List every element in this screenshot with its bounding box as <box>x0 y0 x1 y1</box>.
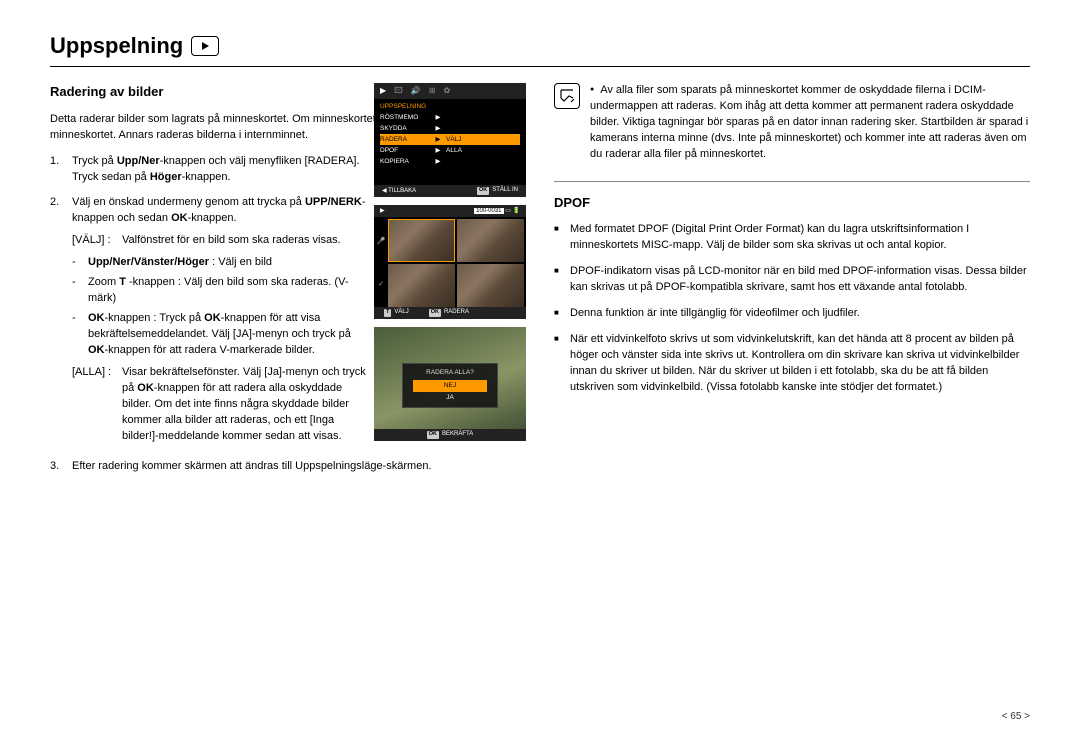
step-number: 3. <box>50 459 72 475</box>
thumbnail <box>388 264 455 307</box>
screen-confirm: RADERA ALLA? NEJ JA OKBEKRÄFTA <box>374 327 526 441</box>
screen-select: ▶ 100-0031 ▭ 🔋 🎤✓ TVÄLJ OKRADERA <box>374 205 526 319</box>
side-icons: 🎤✓ <box>376 221 386 307</box>
step-number: 1. <box>50 154 72 186</box>
page-header: Uppspelning <box>50 30 1030 67</box>
bullet-ok: OK-knappen : Tryck på OK-knappen för att… <box>72 311 366 359</box>
alla-label: [ALLA] : <box>72 365 122 445</box>
dpof-item: När ett vidvinkelfoto skrivs ut som vidv… <box>554 332 1030 396</box>
page-number: < 65 > <box>1002 710 1030 725</box>
bullet-direction: Upp/Ner/Vänster/Höger : Välj en bild <box>72 255 366 271</box>
dpof-item: Denna funktion är inte tillgänglig för v… <box>554 306 1030 322</box>
dpof-item: Med formatet DPOF (Digital Print Order F… <box>554 222 1030 254</box>
dpof-item: DPOF-indikatorn visas på LCD-monitor när… <box>554 264 1030 296</box>
divider <box>554 181 1030 182</box>
playback-icon <box>191 36 219 56</box>
step-3: 3. Efter radering kommer skärmen att änd… <box>50 459 526 475</box>
thumbnail <box>457 219 524 262</box>
bullet-zoom: Zoom T -knappen : Välj den bild som ska … <box>72 275 366 307</box>
thumbnail <box>457 264 524 307</box>
valj-text: Valfönstret för en bild som ska raderas … <box>122 233 366 249</box>
page-title: Uppspelning <box>50 30 183 62</box>
camera-screens: ▶🖾🔊⊞✿ UPPSPELNING RÖSTMEMO▶ SKYDDA▶ RADE… <box>374 83 526 441</box>
note-icon <box>554 83 580 109</box>
screen-tabs: ▶🖾🔊⊞✿ <box>374 83 526 99</box>
note-text: Av alla filer som sparats på minneskorte… <box>590 83 1030 163</box>
section-heading-dpof: DPOF <box>554 194 1030 213</box>
valj-label: [VÄLJ] : <box>72 233 122 249</box>
screen-menu: ▶🖾🔊⊞✿ UPPSPELNING RÖSTMEMO▶ SKYDDA▶ RADE… <box>374 83 526 197</box>
thumbnail <box>388 219 455 262</box>
step-number: 2. <box>50 195 72 448</box>
